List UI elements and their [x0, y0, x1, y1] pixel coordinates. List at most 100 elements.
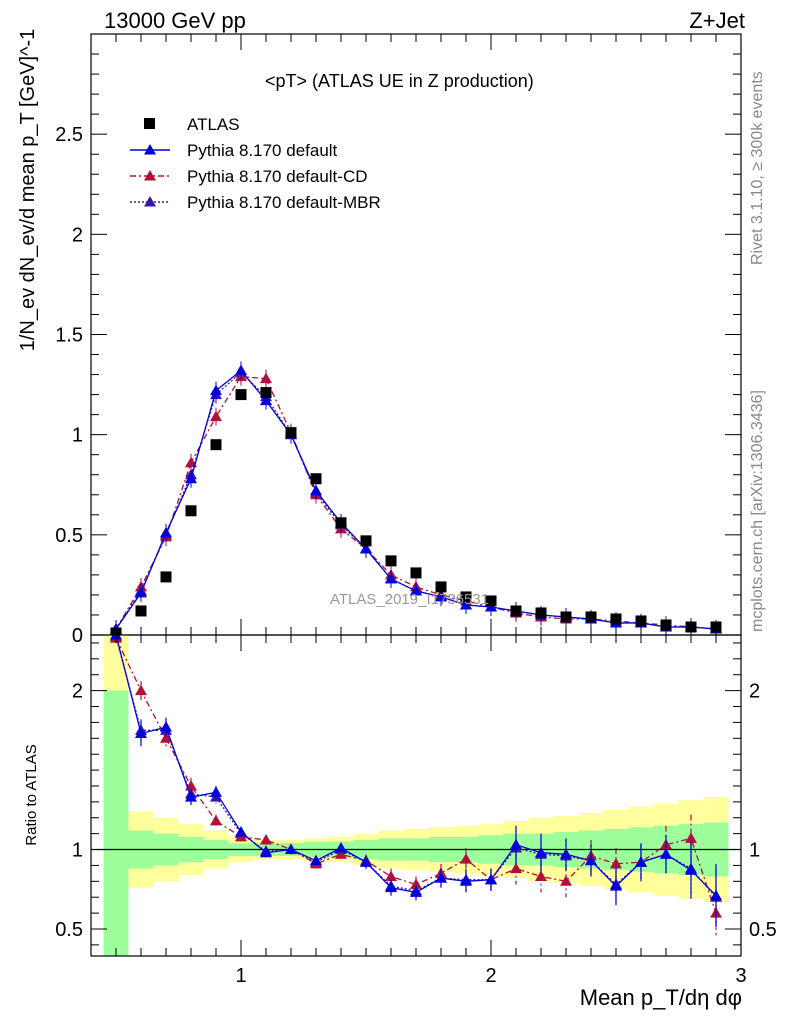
ratio-marker-cd: [210, 814, 222, 826]
ratio-marker-default: [410, 886, 422, 897]
ratio-marker-cd: [510, 862, 522, 874]
ratio-y-tick-label-right: 0.5: [749, 919, 777, 941]
ratio-marker-cd: [135, 684, 147, 696]
legend-label: ATLAS: [187, 115, 240, 134]
ratio-marker-default: [585, 854, 597, 866]
atlas-point: [685, 621, 697, 633]
ratio-marker-default: [460, 875, 472, 886]
atlas-point: [460, 591, 472, 603]
ratio-marker-default: [160, 721, 172, 732]
ratio-marker-cd: [685, 832, 697, 843]
mcplots-label: mcplots.cern.ch [arXiv:1306.3436]: [749, 390, 766, 632]
y-tick-label: 0: [72, 625, 83, 647]
atlas-point: [660, 619, 672, 631]
atlas-point: [135, 605, 147, 617]
ratio-y-tick-label-right: 1: [749, 840, 760, 862]
atlas-point: [510, 605, 522, 617]
ratio-marker-default: [235, 826, 247, 837]
ratio-marker-default: [335, 841, 347, 853]
atlas-point: [710, 621, 722, 633]
ratio-marker-cd: [610, 857, 622, 869]
ratio-y-tick-label-right: 2: [749, 681, 760, 703]
watermark: ATLAS_2019_I1736531: [330, 591, 489, 608]
main-marker-cd: [185, 456, 197, 468]
ratio-marker-default: [610, 880, 622, 891]
ratio-marker-default: [685, 864, 697, 875]
atlas-point: [535, 607, 547, 619]
atlas-point: [385, 555, 397, 567]
main-marker-default: [210, 384, 222, 396]
atlas-point: [210, 439, 222, 451]
ratio-y-tick-label: 0.5: [55, 919, 83, 941]
atlas-point: [285, 427, 297, 439]
rivet-label: Rivet 3.1.10, ≥ 300k events: [749, 71, 766, 265]
ratio-marker-default: [310, 854, 322, 866]
main-marker-default: [260, 394, 272, 406]
ratio-marker-cd: [385, 870, 397, 882]
y-tick-label: 2.5: [55, 124, 83, 146]
ratio-marker-cd: [410, 878, 422, 889]
x-tick-label: 2: [485, 965, 496, 987]
ratio-marker-default: [510, 838, 522, 850]
x-tick-label: 1: [235, 965, 246, 987]
atlas-point: [635, 615, 647, 627]
chart-title: <pT> (ATLAS UE in Z production): [265, 71, 534, 91]
xlabel: Mean p_T/dη dφ: [580, 985, 742, 1010]
atlas-point: [335, 517, 347, 529]
main-marker-default: [235, 364, 247, 376]
main-ylabel: 1/N_ev dN_ev/d mean p_T [GeV]^-1: [17, 29, 39, 352]
main-marker-default: [185, 472, 197, 484]
atlas-point: [235, 389, 247, 401]
ratio-y-tick-label: 2: [72, 681, 83, 703]
ratio-marker-default: [435, 872, 447, 883]
ratio-marker-cd: [560, 875, 572, 886]
atlas-point: [310, 473, 322, 485]
main-marker-default: [460, 598, 472, 610]
ratio-marker-default: [385, 881, 397, 893]
header-left: 13000 GeV pp: [104, 8, 246, 33]
atlas-point: [485, 595, 497, 607]
atlas-point: [410, 567, 422, 579]
ratio-marker-default: [210, 786, 222, 797]
main-marker-default: [435, 590, 447, 602]
ratio-marker-cd: [260, 833, 272, 845]
ratio-marker-default: [535, 846, 547, 858]
main-marker-default: [135, 586, 147, 598]
ratio-marker-default: [635, 856, 647, 867]
ratio-marker-cd: [160, 732, 172, 743]
ratio-ylabel: Ratio to ATLAS: [23, 744, 40, 845]
atlas-point: [560, 611, 572, 623]
atlas-point: [435, 581, 447, 593]
ratio-marker-default: [185, 791, 197, 802]
legend-marker-atlas: [144, 118, 155, 129]
atlas-point: [260, 387, 272, 399]
ratio-marker-default: [485, 873, 497, 885]
legend-label: Pythia 8.170 default-CD: [187, 167, 368, 186]
ratio-marker-default: [260, 846, 272, 858]
main-marker-cd: [210, 410, 222, 422]
main-marker-cd: [260, 372, 272, 384]
ratio-marker-cd: [335, 848, 347, 859]
atlas-point: [185, 505, 197, 517]
main-marker-default: [310, 484, 322, 496]
band-inner: [103, 690, 129, 956]
main-marker-default: [410, 584, 422, 596]
legend-label: Pythia 8.170 default: [187, 141, 338, 160]
x-tick-label: 3: [735, 965, 746, 987]
ratio-marker-default: [710, 889, 722, 901]
main-marker-default: [385, 572, 397, 584]
legend-marker-mbr: [144, 196, 156, 207]
legend-marker-cd: [144, 170, 156, 181]
ratio-marker-default: [285, 843, 297, 855]
main-marker-default: [360, 542, 372, 554]
y-tick-label: 2: [72, 224, 83, 246]
atlas-point: [585, 611, 597, 623]
y-tick-label: 1: [72, 425, 83, 447]
y-tick-label: 1.5: [55, 325, 83, 347]
ratio-marker-default: [660, 848, 672, 859]
ratio-marker-default: [360, 856, 372, 867]
atlas-point: [160, 571, 172, 583]
y-tick-label: 0.5: [55, 525, 83, 547]
